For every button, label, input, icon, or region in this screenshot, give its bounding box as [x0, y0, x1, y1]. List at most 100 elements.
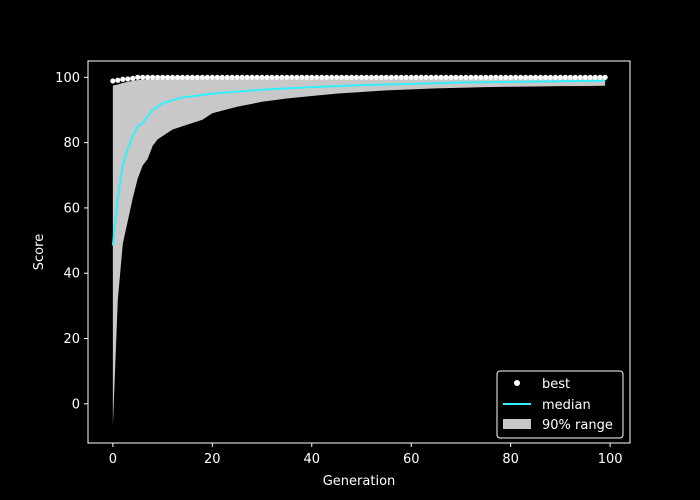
best-point	[518, 74, 524, 80]
best-point	[279, 74, 285, 80]
best-point	[478, 74, 484, 80]
best-point	[314, 74, 320, 80]
best-point	[309, 74, 315, 80]
best-point	[110, 78, 116, 84]
best-point	[234, 74, 240, 80]
y-tick-label: 20	[63, 332, 80, 347]
x-tick-label: 40	[303, 452, 320, 467]
best-point	[264, 74, 270, 80]
best-point	[319, 74, 325, 80]
best-point	[398, 74, 404, 80]
best-point	[463, 74, 469, 80]
best-point	[383, 74, 389, 80]
best-point	[189, 74, 196, 80]
best-point	[159, 74, 166, 80]
best-point	[174, 74, 181, 80]
x-tick-label: 80	[502, 452, 519, 467]
best-point	[289, 74, 295, 80]
legend-best-marker	[514, 380, 520, 386]
best-point	[155, 74, 161, 80]
x-tick-label: 60	[403, 452, 420, 467]
best-point	[125, 76, 131, 82]
best-point	[527, 74, 534, 80]
best-point	[567, 74, 573, 80]
y-tick-label: 40	[63, 267, 80, 282]
best-point	[324, 74, 330, 80]
y-tick-label: 0	[72, 397, 80, 412]
best-point	[408, 74, 414, 80]
best-point	[184, 74, 191, 80]
best-point	[547, 74, 554, 80]
best-point	[284, 74, 290, 80]
best-point	[577, 74, 583, 80]
best-point	[418, 74, 424, 80]
best-point	[458, 74, 464, 80]
best-point	[334, 74, 340, 80]
best-point	[582, 74, 588, 80]
best-point	[413, 74, 419, 80]
y-axis-ticks: 0 20 40 60 80 100	[55, 71, 88, 412]
best-point	[453, 74, 459, 80]
best-point	[304, 74, 310, 80]
x-tick-label: 20	[204, 452, 221, 467]
best-point	[537, 74, 544, 80]
best-point	[557, 74, 563, 80]
best-point	[299, 74, 305, 80]
best-point	[493, 74, 499, 80]
best-point	[532, 74, 539, 80]
best-point	[542, 74, 549, 80]
x-axis-label: Generation	[323, 474, 396, 489]
best-point	[508, 74, 514, 80]
best-point	[522, 74, 529, 80]
best-point	[373, 74, 379, 80]
best-point	[209, 74, 215, 80]
best-point	[130, 75, 136, 81]
best-point	[219, 74, 225, 80]
best-point	[363, 74, 370, 80]
legend-range-label: 90% range	[542, 418, 613, 433]
y-tick-label: 100	[55, 71, 80, 86]
best-point	[150, 74, 156, 80]
range-band-layer	[112, 78, 606, 427]
best-point	[423, 74, 429, 80]
best-point	[214, 74, 220, 80]
best-point	[169, 74, 176, 80]
best-point	[448, 74, 454, 80]
y-tick-label: 80	[63, 136, 80, 151]
legend-median-label: median	[542, 398, 591, 413]
best-point	[597, 74, 603, 80]
best-point	[329, 74, 335, 80]
best-point	[194, 74, 200, 80]
best-point	[572, 74, 578, 80]
best-point	[433, 74, 439, 80]
best-point	[140, 74, 146, 80]
best-point	[348, 74, 355, 80]
best-point	[488, 74, 494, 80]
best-point	[274, 74, 280, 80]
best-point	[259, 74, 265, 80]
y-tick-label: 60	[63, 201, 80, 216]
best-point	[204, 74, 210, 80]
best-point	[115, 77, 121, 83]
x-tick-label: 0	[109, 452, 117, 467]
best-point	[388, 74, 394, 80]
best-point	[438, 74, 444, 80]
best-point	[199, 74, 205, 80]
best-point	[249, 74, 255, 80]
x-axis-ticks: 0 20 40 60 80 100	[109, 443, 623, 467]
best-point	[135, 74, 141, 80]
best-point	[393, 74, 399, 80]
best-point	[229, 74, 235, 80]
best-point	[339, 74, 345, 80]
best-point	[468, 74, 474, 80]
best-point	[120, 76, 126, 82]
best-point	[224, 74, 230, 80]
best-point	[244, 74, 250, 80]
y-axis-label: Score	[32, 234, 47, 270]
best-point	[562, 74, 568, 80]
best-point	[503, 74, 509, 80]
best-point	[552, 74, 559, 80]
best-point	[473, 74, 479, 80]
best-point	[353, 74, 360, 80]
